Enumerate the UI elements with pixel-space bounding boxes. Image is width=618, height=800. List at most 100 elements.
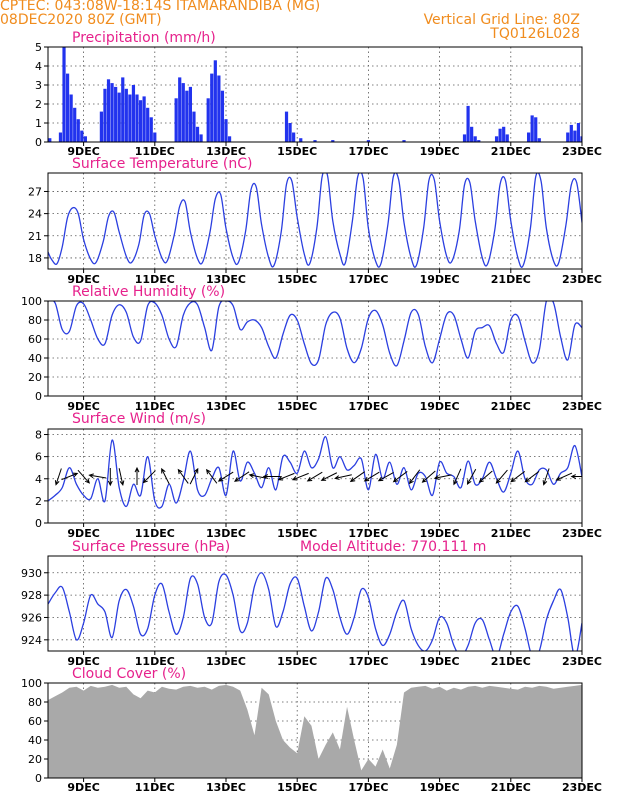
precip-bar [178, 77, 182, 142]
x-tick-label: 13DEC [206, 781, 246, 794]
wind-arrow [306, 471, 323, 482]
y-tick-label: 27 [28, 185, 42, 198]
precip-bar [131, 85, 136, 142]
panel-title: Relative Humidity (%) [72, 284, 225, 300]
panel-cloud: Cloud Cover (%) 0 20 40 60 80 100 9DEC 11DEC 13DE… [21, 666, 602, 794]
wind-arrow [277, 472, 295, 481]
wind-arrow [262, 474, 281, 479]
y-tick-label: 18 [28, 252, 42, 265]
y-tick-label: 4 [35, 473, 42, 486]
x-tick-label: 17DEC [348, 527, 388, 540]
y-tick-label: 0 [35, 772, 42, 785]
precip-bar [114, 86, 118, 142]
x-tick-label: 15DEC [277, 145, 317, 158]
wind-arrow [161, 467, 170, 485]
x-tick-label: 19DEC [420, 527, 460, 540]
x-tick-label: 17DEC [348, 655, 388, 668]
wind-arrow [118, 468, 125, 486]
wind-arrow [392, 471, 408, 483]
precip-bar [80, 130, 84, 142]
header-location: CPTEC: 043:08W-18:14S ITAMARANDIBA (MG) [0, 0, 321, 14]
wind-line [48, 436, 582, 509]
precip-bar [99, 111, 104, 142]
precip-bar [502, 126, 506, 142]
precip-bar [210, 73, 214, 142]
wind-arrow [233, 471, 250, 482]
x-tick-label: 19DEC [420, 781, 460, 794]
precip-bar [526, 132, 531, 142]
precip-bar [65, 73, 70, 142]
wind-arrow [524, 471, 540, 483]
precip-bar [227, 136, 232, 142]
wind-arrow [570, 474, 582, 479]
plot-area [48, 436, 582, 509]
wind-arrow [142, 470, 156, 484]
wind-arrow [478, 470, 493, 483]
plot-area [48, 684, 582, 778]
y-tick-label: 6 [35, 451, 42, 464]
x-tick-label: 21DEC [491, 400, 531, 413]
wind-arrow [433, 474, 452, 480]
x-tick-label: 11DEC [135, 145, 175, 158]
x-tick-label: 21DEC [491, 273, 531, 286]
header-datetime: 08DEC2020 80Z (GMT) [0, 12, 162, 28]
x-tick-label: 19DEC [420, 145, 460, 158]
panel-annotation: Model Altitude: 770.111 m [300, 539, 486, 555]
precip-bar [188, 86, 193, 142]
precip-bar [124, 88, 128, 142]
y-tick-label: 40 [28, 734, 42, 747]
precip-bar [195, 126, 200, 142]
panel-temperature: Surface Temperature (nC) 18 21 24 27 9DEC 11DE… [28, 156, 602, 286]
precip-bar [466, 105, 470, 142]
y-tick-label: 80 [28, 314, 42, 327]
precip-bar [135, 94, 139, 142]
wind-arrow [54, 468, 62, 486]
panel-title: Surface Pressure (hPa) [72, 539, 230, 555]
precip-bar [498, 128, 502, 142]
x-tick-label: 19DEC [420, 655, 460, 668]
x-tick-label: 15DEC [277, 781, 317, 794]
precip-bar [192, 111, 196, 142]
panel-frame [47, 428, 583, 524]
precip-bar [366, 140, 371, 142]
y-tick-label: 21 [28, 230, 42, 243]
precip-bar [83, 136, 87, 142]
x-tick-label: 9DEC [67, 400, 99, 413]
wind-arrow [291, 472, 309, 481]
precip-bar [573, 130, 577, 142]
precip-bar [121, 77, 125, 142]
precip-bar [62, 47, 66, 142]
wind-arrow [510, 471, 526, 483]
plot-area [48, 173, 582, 268]
wind-arrow [205, 468, 218, 484]
precip-bar [477, 140, 481, 142]
x-tick-label: 23DEC [562, 400, 602, 413]
wind-arrow [217, 471, 234, 482]
precip-bar [185, 90, 189, 142]
x-tick-label: 15DEC [277, 273, 317, 286]
wind-arrow [495, 469, 508, 484]
panel-title: Cloud Cover (%) [72, 666, 186, 682]
precip-bar [69, 94, 73, 142]
panel-pressure: Surface Pressure (hPa) Model Altitude: 77… [21, 539, 602, 668]
wind-arrow [77, 469, 91, 484]
precip-bar [534, 117, 538, 142]
precip-bar [494, 136, 499, 142]
x-tick-label: 15DEC [277, 400, 317, 413]
y-tick-label: 20 [28, 371, 42, 384]
wind-arrow [377, 471, 394, 482]
x-tick-label: 23DEC [562, 273, 602, 286]
x-tick-label: 11DEC [135, 655, 175, 668]
y-tick-label: 3 [35, 79, 42, 92]
precip-bar [530, 115, 534, 142]
pressure-line [48, 572, 582, 651]
x-tick-label: 17DEC [348, 781, 388, 794]
precip-bar [402, 140, 406, 142]
precip-bar [76, 119, 80, 142]
wind-arrow [61, 472, 79, 481]
precip-bar [142, 96, 146, 142]
y-tick-label: 926 [21, 611, 42, 624]
wind-arrow [248, 473, 267, 479]
y-tick-label: 924 [21, 634, 42, 647]
humidity-line [48, 301, 582, 367]
